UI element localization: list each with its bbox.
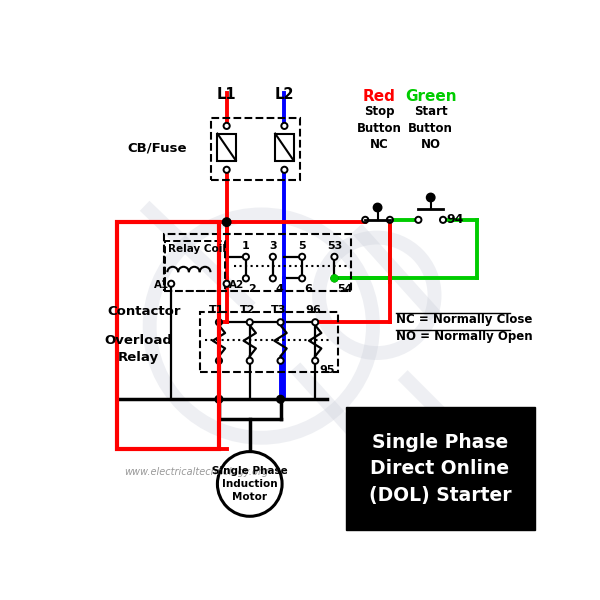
Text: Single Phase
Direct Online
(DOL) Starter: Single Phase Direct Online (DOL) Starter xyxy=(368,433,511,505)
Circle shape xyxy=(217,452,282,516)
Circle shape xyxy=(299,254,305,260)
Circle shape xyxy=(312,319,318,325)
Text: 95: 95 xyxy=(320,365,335,376)
Text: T2: T2 xyxy=(239,305,255,314)
Text: A2: A2 xyxy=(229,280,244,290)
Circle shape xyxy=(415,217,421,223)
Circle shape xyxy=(440,217,446,223)
Bar xyxy=(217,134,236,161)
Circle shape xyxy=(281,167,287,173)
Text: 94: 94 xyxy=(447,214,464,226)
Text: 96: 96 xyxy=(305,305,321,314)
Text: 5: 5 xyxy=(298,241,306,251)
Text: Overload
Relay: Overload Relay xyxy=(104,334,172,364)
Text: Contactor: Contactor xyxy=(107,305,181,319)
Circle shape xyxy=(277,319,284,325)
Circle shape xyxy=(216,358,222,364)
Text: www.electricaltechnology.org: www.electricaltechnology.org xyxy=(124,467,268,478)
Text: CB/Fuse: CB/Fuse xyxy=(128,142,187,155)
Text: NO = Normally Open: NO = Normally Open xyxy=(396,331,533,343)
Text: 2: 2 xyxy=(248,284,256,294)
Bar xyxy=(200,312,338,372)
Circle shape xyxy=(243,254,249,260)
Circle shape xyxy=(331,275,338,281)
Text: Stop
Button
NC: Stop Button NC xyxy=(356,105,401,151)
Text: Start
Button
NO: Start Button NO xyxy=(408,105,453,151)
Text: A1: A1 xyxy=(154,280,169,290)
Circle shape xyxy=(223,218,231,226)
Bar xyxy=(164,233,352,292)
Circle shape xyxy=(216,319,222,325)
Circle shape xyxy=(277,358,284,364)
Text: T3: T3 xyxy=(271,305,286,314)
Circle shape xyxy=(362,217,368,223)
Circle shape xyxy=(299,275,305,281)
Text: L2: L2 xyxy=(275,88,294,103)
Circle shape xyxy=(247,319,253,325)
Circle shape xyxy=(373,203,382,212)
Circle shape xyxy=(387,217,393,223)
Circle shape xyxy=(243,275,249,281)
Circle shape xyxy=(224,281,230,287)
Circle shape xyxy=(312,358,318,364)
Text: Single Phase
Induction
Motor: Single Phase Induction Motor xyxy=(212,466,287,502)
Text: 53: 53 xyxy=(327,241,342,251)
Text: Green: Green xyxy=(405,89,457,104)
Circle shape xyxy=(331,275,338,282)
Text: L1: L1 xyxy=(217,88,236,103)
Text: 1: 1 xyxy=(242,241,250,251)
Text: 54: 54 xyxy=(337,284,352,294)
Text: Relay Coil: Relay Coil xyxy=(168,244,226,254)
Bar xyxy=(275,134,293,161)
Circle shape xyxy=(215,395,223,403)
Text: NC = Normally Close: NC = Normally Close xyxy=(396,313,532,326)
Bar xyxy=(116,222,219,449)
Circle shape xyxy=(247,358,253,364)
Text: 6: 6 xyxy=(304,284,312,294)
Bar xyxy=(346,407,535,530)
Circle shape xyxy=(331,254,338,260)
Circle shape xyxy=(277,395,284,403)
Circle shape xyxy=(427,193,435,202)
Circle shape xyxy=(270,275,276,281)
Circle shape xyxy=(224,167,230,173)
Text: Red: Red xyxy=(362,89,395,104)
Circle shape xyxy=(281,123,287,129)
Text: 4: 4 xyxy=(275,284,283,294)
Text: 3: 3 xyxy=(269,241,277,251)
Circle shape xyxy=(224,123,230,129)
Circle shape xyxy=(270,254,276,260)
Text: T1: T1 xyxy=(209,305,224,314)
Circle shape xyxy=(168,281,174,287)
Bar xyxy=(211,118,300,180)
Bar xyxy=(165,241,225,292)
